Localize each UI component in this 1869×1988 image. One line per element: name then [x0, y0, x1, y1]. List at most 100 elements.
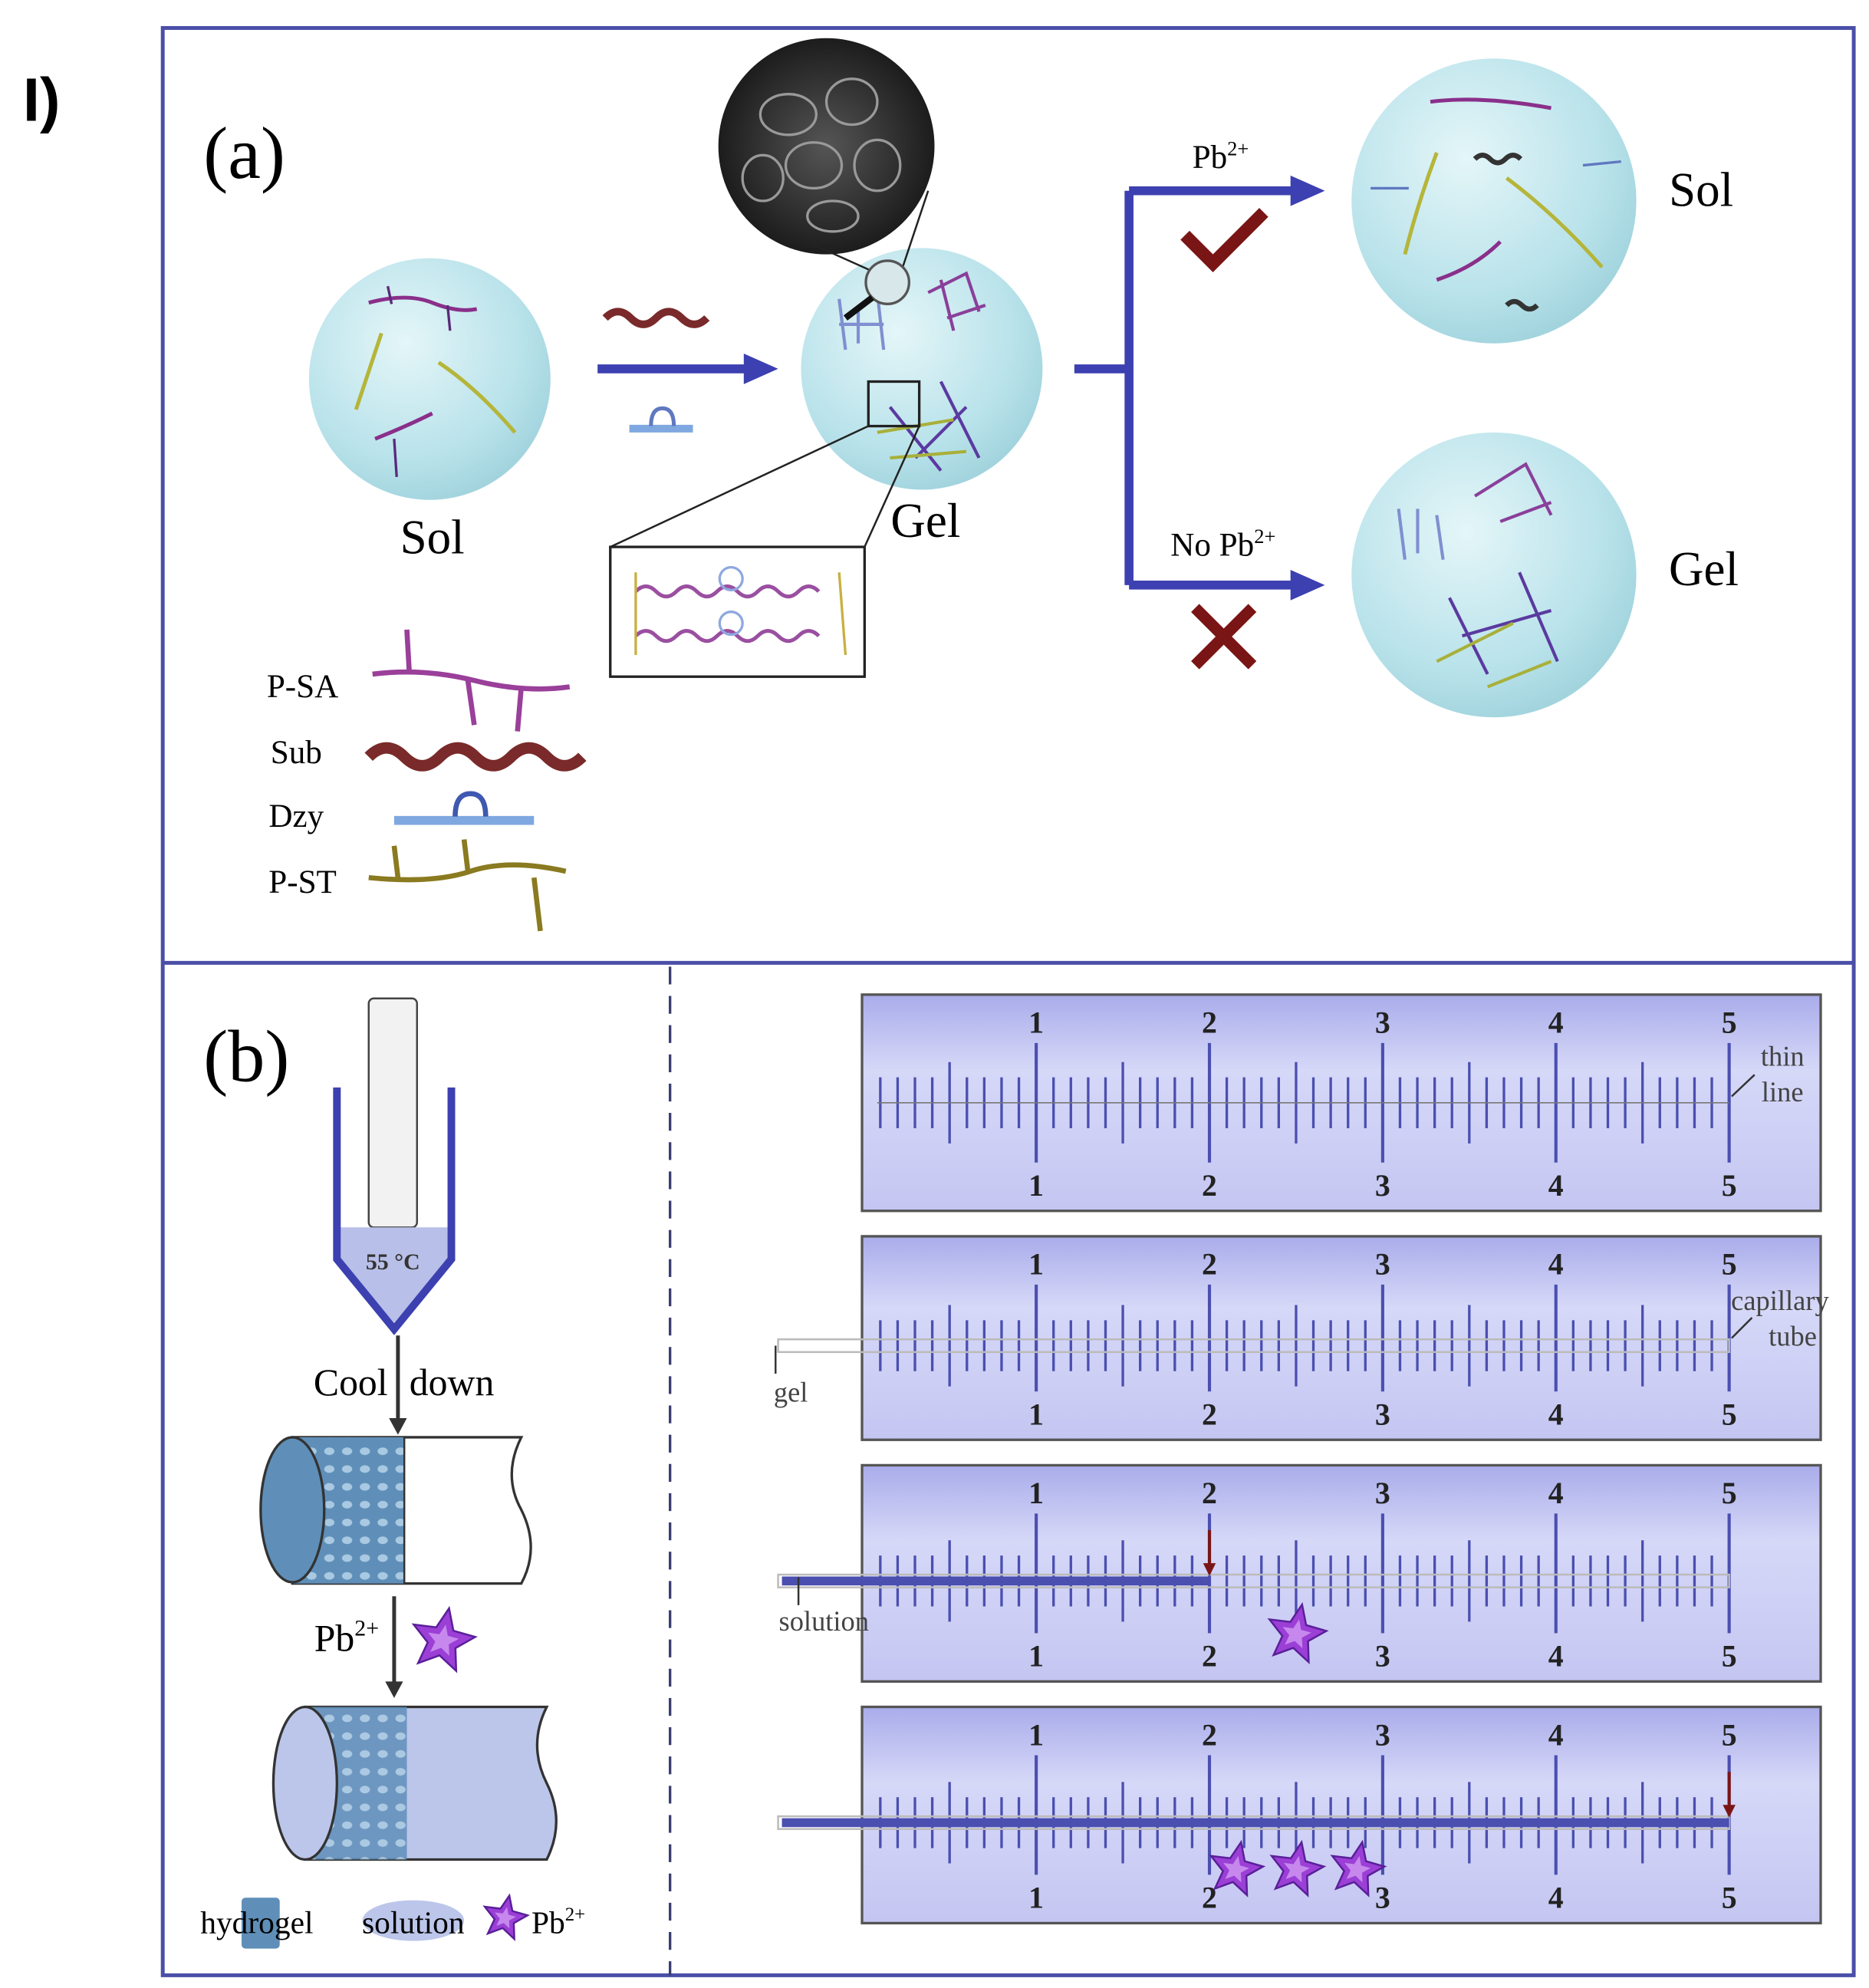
ruler-number-top: 1: [1028, 1248, 1044, 1282]
thin-line-label-2: line: [1762, 1077, 1804, 1108]
water-bath-liquid: [341, 1227, 448, 1323]
legend-dzy: Dzy: [268, 798, 324, 834]
panel-a-label: (a): [203, 112, 285, 194]
dzy-icon: [393, 791, 535, 825]
sol-result-sphere: [1351, 58, 1637, 344]
dzy-strand-icon: [629, 406, 693, 433]
ruler-number-top: 5: [1722, 1476, 1737, 1510]
ruler-number-bottom: 3: [1375, 1169, 1390, 1203]
crosslink-inset: [609, 545, 866, 678]
test-tube: [367, 997, 419, 1229]
pb-ion-star-icon: [1269, 1839, 1327, 1897]
ruler-number-bottom: 1: [1028, 1169, 1044, 1203]
panel-b-left: (b) 55 °C Cool down Pb2+ hydrogel soluti…: [200, 997, 585, 1949]
polymer-chains-sol: [354, 285, 517, 477]
legend: P-SA Sub Dzy P-ST: [267, 669, 338, 900]
ruler-panel-3: 1 1 2 2 3 3 4 4 5 5: [777, 1463, 1822, 1683]
water-bath: [333, 1087, 456, 1335]
pb-ion-star-icon: [1209, 1839, 1266, 1897]
crosslink-detail: [634, 565, 847, 656]
ruler-number-top: 5: [1722, 1248, 1737, 1282]
zoom-box: [867, 380, 921, 428]
ruler-number-top: 3: [1375, 1476, 1390, 1510]
sol-sphere: [308, 258, 551, 500]
outer-frame: [160, 25, 1856, 1977]
legend-pb: Pb2+: [531, 1904, 585, 1940]
pb-ion-star-icon: [1330, 1839, 1387, 1897]
ruler-panel-4: 1 1 2 2 3 3 4 4 5 5: [777, 1705, 1822, 1925]
temperature-label: 55 °C: [366, 1249, 420, 1275]
ruler-number-bottom: 1: [1028, 1639, 1044, 1673]
legend-pb-star-icon: [482, 1893, 531, 1941]
legend-pst: P-ST: [268, 864, 337, 900]
pb-ion-star-icon: [411, 1605, 478, 1674]
ruler-number-top: 1: [1028, 1476, 1044, 1510]
ruler-number-top: 2: [1202, 1718, 1217, 1752]
ruler-number-bottom: 4: [1548, 1169, 1564, 1203]
ruler-number-top: 3: [1375, 1248, 1390, 1282]
branch-arrows: [1074, 186, 1297, 590]
solution-pointer-label: solution: [779, 1606, 870, 1637]
ruler-number-bottom: 5: [1722, 1397, 1737, 1431]
ruler-number-bottom: 2: [1202, 1397, 1217, 1431]
gel-result-label: Gel: [1669, 542, 1739, 596]
legend-solution: solution: [362, 1905, 465, 1940]
psa-icon: [372, 629, 571, 732]
ruler-number-top: 1: [1028, 1718, 1044, 1752]
ruler-number-bottom: 5: [1722, 1639, 1737, 1673]
ruler-number-bottom: 3: [1375, 1397, 1390, 1431]
ruler-number-bottom: 3: [1375, 1881, 1390, 1915]
check-icon: [1180, 208, 1268, 273]
ruler-number-bottom: 1: [1028, 1397, 1044, 1431]
gel-result-sphere: [1351, 432, 1637, 718]
ruler-number-bottom: 4: [1548, 1639, 1564, 1673]
gel-pointer-label: gel: [774, 1377, 808, 1407]
legend-sub: Sub: [271, 735, 322, 771]
ruler-number-top: 3: [1375, 1718, 1390, 1752]
capillary-tube: [777, 1573, 1730, 1588]
ruler-annotations: thin line capillary tube gel solution: [774, 1042, 1830, 1637]
pb-ion-star-icon: [1267, 1601, 1329, 1665]
front-marker-arrowhead: [1723, 1805, 1736, 1818]
ruler-number-bottom: 2: [1202, 1881, 1217, 1915]
ruler-number-top: 1: [1028, 1006, 1044, 1040]
ruler-number-bottom: 2: [1202, 1639, 1217, 1673]
capillary-tube: [777, 1338, 1730, 1354]
ruler-number-top: 5: [1722, 1718, 1737, 1752]
ruler-number-top: 3: [1375, 1006, 1390, 1040]
capillary-after-pb: [271, 1705, 558, 1861]
ruler-number-top: 4: [1548, 1476, 1564, 1510]
ruler-number-top: 2: [1202, 1006, 1217, 1040]
star-shape: [482, 1893, 531, 1941]
arrow-head: [743, 354, 778, 384]
ruler-panels: 1 1 2 2 3 3 4 4 5 5 1 1 2 2 3 3 4 4 5 5 1 1 2 2 3 3 4 4 5 5 1 1 2 2 3 3 4 4 5 5: [777, 993, 1822, 1925]
ruler-number-bottom: 4: [1548, 1397, 1564, 1431]
thin-line-label-1: thin: [1761, 1042, 1805, 1072]
ruler-panel-1: 1 1 2 2 3 3 4 4 5 5: [860, 993, 1822, 1213]
magnifier-icon: [864, 259, 911, 306]
ruler-number-top: 4: [1548, 1718, 1564, 1752]
pst-icon: [368, 839, 567, 932]
solution-swatch: [362, 1900, 465, 1941]
ruler-number-top: 2: [1202, 1476, 1217, 1510]
sol-label: Sol: [400, 510, 465, 564]
legend-hydrogel: hydrogel: [200, 1905, 313, 1940]
sol-result-label: Sol: [1669, 163, 1733, 217]
ruler-number-bottom: 5: [1722, 1881, 1737, 1915]
hydrogel-swatch: [241, 1897, 280, 1949]
ruler-number-top: 4: [1548, 1006, 1564, 1040]
ruler-number-bottom: 1: [1028, 1881, 1044, 1915]
star-shape: [411, 1605, 478, 1674]
sub-icon: [364, 742, 587, 772]
ruler-number-top: 2: [1202, 1248, 1217, 1282]
ruler-number-bottom: 5: [1722, 1169, 1737, 1203]
intact-network: [1397, 462, 1559, 689]
front-marker-arrowhead: [1203, 1563, 1216, 1576]
figure-label: I): [23, 66, 61, 134]
ruler-number-bottom: 2: [1202, 1169, 1217, 1203]
ruler-number-top: 5: [1722, 1006, 1737, 1040]
panel-b-legend: hydrogel solution Pb2+: [200, 1893, 585, 1941]
down-label: down: [410, 1361, 495, 1404]
ruler-panel-2: 1 1 2 2 3 3 4 4 5 5: [777, 1235, 1822, 1441]
